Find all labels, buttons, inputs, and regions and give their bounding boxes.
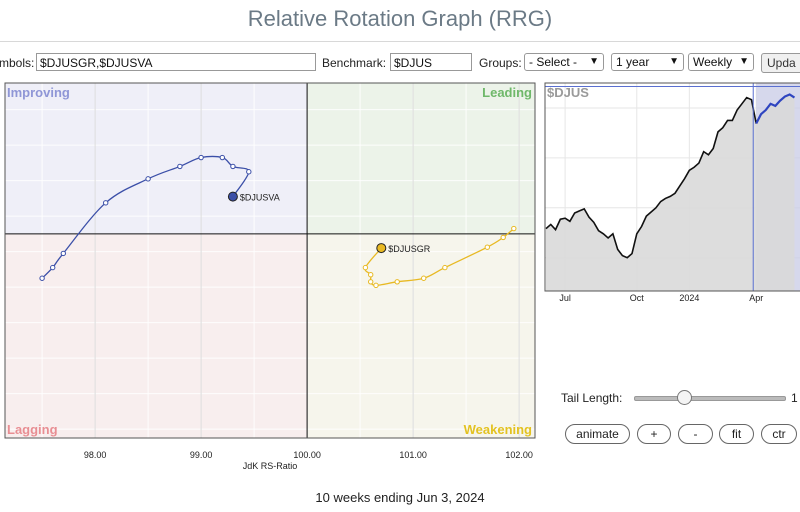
tail-point: [500, 234, 506, 241]
date-range-caption: 10 weeks ending Jun 3, 2024: [315, 490, 485, 505]
tail-length-slider[interactable]: [634, 396, 786, 401]
tail-point: [442, 264, 448, 271]
zoom-in-button[interactable]: +: [637, 424, 671, 444]
series-label: $DJUSGR: [388, 244, 431, 254]
rrg-gridlines: [5, 83, 535, 438]
rrg-plot-border: [4, 82, 536, 439]
chevron-down-icon: ▼: [589, 56, 599, 67]
tail-point: [421, 275, 427, 281]
tail-length-value: 1: [791, 391, 798, 405]
series-head-point: [227, 191, 238, 202]
x-tick-label: 98.00: [84, 450, 107, 460]
tail-point: [484, 244, 490, 250]
groups-label: Groups:: [479, 56, 522, 70]
x-tick-label: 102.00: [505, 450, 533, 460]
tail-point: [177, 163, 183, 170]
tail-point: [511, 225, 517, 232]
page-title: Relative Rotation Graph (RRG): [247, 6, 553, 31]
benchmark-label: Benchmark:: [322, 56, 387, 70]
quadrant-improving: [5, 83, 308, 234]
quadrant-label-lagging: Lagging: [7, 422, 58, 437]
period-select[interactable]: 1 year ▼: [611, 53, 684, 71]
tail-length-label: Tail Length:: [561, 391, 623, 405]
x-tick-label: 100.00: [293, 450, 321, 460]
center-button[interactable]: ctr: [761, 424, 797, 444]
tail-point: [103, 200, 109, 206]
tail-point: [198, 154, 204, 161]
period-select-value: 1 year: [616, 55, 650, 69]
groups-select-value: - Select -: [529, 55, 578, 69]
tail-point: [50, 264, 56, 271]
x-tick-label: 99.00: [190, 450, 213, 460]
toolbar: mbols: $DJUSGR,$DJUSVA Benchmark: $DJUS …: [0, 53, 800, 73]
frequency-select[interactable]: Weekly ▼: [688, 53, 754, 71]
x-axis-ticks: 98.00 99.00 100.00 101.00 102.00: [84, 450, 533, 460]
frequency-select-value: Weekly: [693, 55, 733, 69]
quadrant-leading: [307, 83, 535, 234]
benchmark-input[interactable]: $DJUS: [390, 53, 472, 71]
quadrant-lagging: [5, 233, 308, 438]
chevron-down-icon: ▼: [669, 56, 679, 67]
tail-point: [368, 279, 374, 285]
series-head-point: [376, 243, 387, 254]
tail-point: [219, 154, 226, 161]
tail-point: [368, 272, 374, 278]
header-divider: [0, 41, 800, 42]
x-tick-label: 101.00: [399, 450, 427, 460]
symbols-input[interactable]: $DJUSGR,$DJUSVA: [36, 53, 316, 71]
tail-point: [362, 264, 369, 271]
animate-button[interactable]: animate: [565, 424, 630, 444]
x-axis-label: JdK RS-Ratio: [243, 461, 298, 471]
tail-point: [60, 250, 66, 257]
tail-point: [230, 163, 236, 170]
quadrant-weakening: [307, 233, 535, 438]
tail-point: [394, 279, 400, 285]
tail-length-slider-thumb[interactable]: [677, 390, 692, 405]
tail-point: [39, 275, 45, 281]
tail-point: [246, 169, 252, 175]
symbols-label: mbols:: [0, 56, 35, 70]
chevron-down-icon: ▼: [739, 56, 749, 67]
tail-point: [373, 282, 379, 289]
zoom-out-button[interactable]: -: [678, 424, 713, 444]
rrg-series: $DJUSVA $DJUSGR: [39, 154, 517, 289]
quadrant-label-leading: Leading: [482, 85, 532, 100]
groups-select[interactable]: - Select - ▼: [524, 53, 604, 71]
update-button[interactable]: Upda: [761, 53, 800, 73]
quadrant-label-weakening: Weakening: [464, 422, 532, 437]
fit-button[interactable]: fit: [719, 424, 754, 444]
tail-point: [145, 176, 151, 182]
quadrant-label-improving: Improving: [7, 85, 70, 100]
series-label: $DJUSVA: [240, 193, 280, 203]
